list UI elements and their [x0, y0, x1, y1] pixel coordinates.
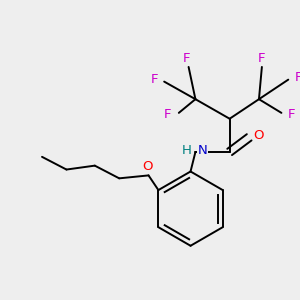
Text: F: F: [163, 108, 171, 121]
Text: O: O: [142, 160, 153, 173]
Text: H: H: [182, 145, 192, 158]
Text: N: N: [197, 145, 207, 158]
Text: F: F: [183, 52, 190, 64]
Text: O: O: [254, 129, 264, 142]
Text: F: F: [287, 108, 295, 121]
Text: F: F: [151, 73, 158, 86]
Text: F: F: [294, 71, 300, 84]
Text: F: F: [258, 52, 266, 64]
